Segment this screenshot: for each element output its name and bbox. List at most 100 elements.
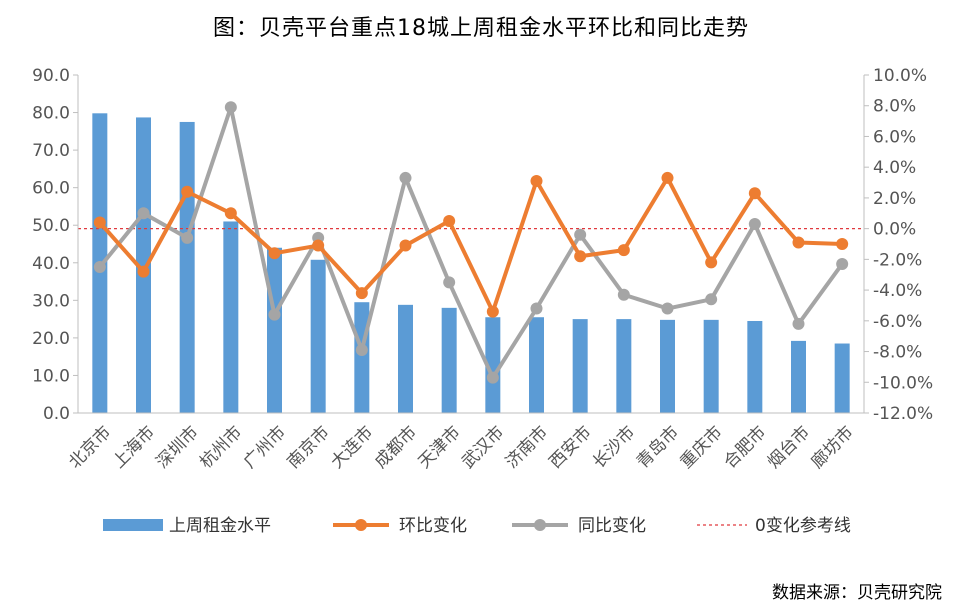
x-tick-label: 长沙市: [589, 422, 639, 472]
point-yoy-10: [486, 371, 499, 384]
legend-item-3: 同比变化: [512, 516, 646, 536]
point-yoy-16: [748, 218, 761, 231]
y-right-tick-label: 10.0%: [873, 66, 927, 86]
bar-5: [267, 247, 282, 413]
y-left-tick-label: 20.0: [32, 329, 70, 349]
legend-swatch-marker: [355, 519, 367, 531]
legend-swatch-bar: [103, 519, 163, 531]
point-mom-9: [443, 214, 456, 227]
bar-7: [354, 302, 370, 413]
point-yoy-2: [137, 207, 150, 220]
bar-6: [310, 259, 326, 413]
point-mom-17: [792, 236, 805, 249]
bar-13: [616, 319, 632, 413]
legend-label: 环比变化: [399, 516, 467, 536]
point-mom-12: [574, 250, 587, 263]
x-tick-label: 成都市: [371, 422, 421, 472]
x-tick-label: 上海市: [109, 422, 159, 472]
point-mom-18: [836, 238, 849, 250]
y-right-tick-label: -4.0%: [873, 281, 922, 301]
x-tick-label: 南京市: [283, 422, 333, 472]
y-left-tick-label: 30.0: [32, 291, 70, 311]
point-mom-13: [617, 244, 630, 257]
y-right-tick-label: 6.0%: [873, 127, 916, 147]
y-right-tick-label: 0.0%: [873, 220, 916, 240]
x-tick-label: 大连市: [327, 422, 377, 472]
chart-title: 图：贝壳平台重点18城上周租金水平环比和同比走势: [213, 16, 749, 41]
y-left-tick-label: 50.0: [32, 216, 70, 236]
legend: 上周租金水平 环比变化 同比变化 0变化参考线: [103, 516, 851, 536]
y-right-tick-label: -8.0%: [873, 343, 922, 363]
point-yoy-5: [268, 308, 281, 321]
bar-17: [791, 340, 806, 413]
x-tick-label: 杭州市: [196, 422, 246, 472]
point-mom-7: [355, 287, 368, 300]
y-left-tick-label: 40.0: [32, 254, 70, 274]
y-right-tick-label: -2.0%: [873, 250, 922, 270]
bar-14: [660, 319, 675, 413]
y-right-tick-label: -10.0%: [873, 373, 933, 393]
point-mom-1: [93, 216, 106, 229]
point-mom-15: [705, 256, 718, 269]
x-tick-label: 廊坊市: [807, 422, 857, 472]
y-right-tick-label: 4.0%: [873, 158, 916, 178]
point-yoy-1: [93, 261, 106, 274]
line-series: [93, 101, 849, 384]
bar-11: [529, 317, 544, 413]
y-right-tick-label: -6.0%: [873, 312, 922, 332]
x-tick-label: 广州市: [240, 422, 290, 472]
point-mom-3: [181, 185, 194, 198]
point-mom-14: [661, 171, 674, 184]
y-left-tick-label: 90.0: [32, 66, 70, 86]
bar-9: [441, 307, 457, 413]
legend-label: 上周租金水平: [169, 516, 271, 536]
bar-16: [747, 320, 763, 413]
bar-10: [485, 317, 501, 413]
x-tick-label: 武汉市: [458, 422, 508, 472]
point-mom-4: [224, 207, 237, 220]
legend-item-1: 上周租金水平: [103, 516, 271, 536]
point-yoy-18: [836, 257, 849, 270]
y-left-tick-label: 10.0: [32, 366, 70, 386]
line-yoy: [98, 105, 844, 380]
x-tick-label: 深圳市: [152, 422, 202, 472]
point-yoy-3: [181, 231, 194, 244]
legend-item-4: 0变化参考线: [697, 516, 851, 536]
y-left-tick-label: 0.0: [43, 404, 70, 424]
point-yoy-8: [399, 171, 412, 184]
point-mom-8: [399, 239, 412, 252]
point-yoy-13: [617, 288, 630, 301]
x-tick-label: 济南市: [502, 422, 552, 472]
legend-label: 同比变化: [578, 516, 646, 536]
bar-12: [572, 319, 588, 413]
y-right-tick-label: 8.0%: [873, 97, 916, 117]
x-tick-label: 烟台市: [764, 422, 814, 472]
point-yoy-17: [792, 317, 805, 330]
point-yoy-9: [443, 276, 456, 289]
point-yoy-4: [224, 101, 237, 114]
point-mom-11: [530, 175, 543, 188]
point-yoy-11: [530, 302, 543, 315]
bar-3: [179, 121, 195, 413]
point-mom-2: [137, 265, 150, 278]
legend-item-2: 环比变化: [333, 516, 467, 536]
x-tick-label: 青岛市: [633, 422, 683, 472]
point-yoy-7: [355, 344, 368, 357]
bar-4: [223, 221, 239, 413]
y-left-tick-label: 60.0: [32, 179, 70, 199]
source-note: 数据来源：贝壳研究院: [772, 583, 942, 603]
point-mom-16: [748, 187, 761, 200]
point-mom-10: [486, 305, 499, 318]
x-tick-label: 北京市: [65, 422, 115, 472]
line-mom: [98, 175, 843, 314]
bar-15: [703, 319, 719, 413]
legend-swatch-marker: [534, 519, 546, 531]
point-mom-5: [268, 247, 281, 260]
x-tick-label: 西安市: [545, 422, 595, 472]
x-tick-label: 天津市: [414, 422, 464, 472]
bar-18: [834, 343, 850, 413]
point-yoy-14: [661, 302, 674, 315]
legend-label: 0变化参考线: [755, 516, 851, 536]
x-tick-label: 重庆市: [676, 422, 726, 472]
